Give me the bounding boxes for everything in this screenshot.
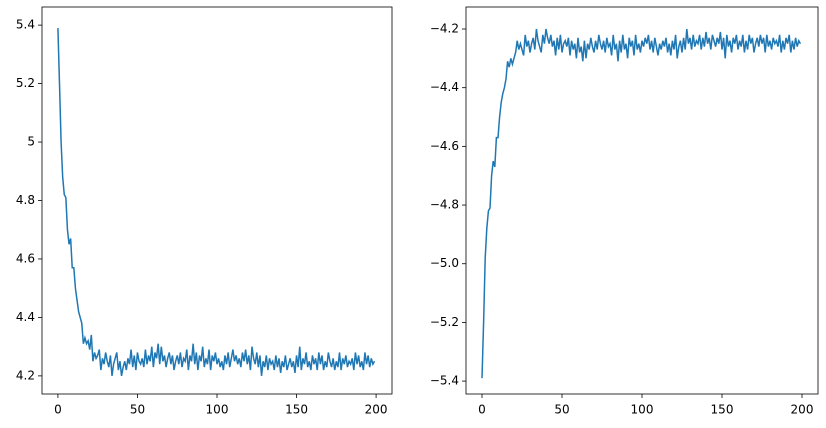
y-tick-label: −4.4 [430,80,459,94]
x-tick-label: 100 [631,403,654,417]
series-line [57,28,376,377]
series-line [481,28,802,379]
y-tick-label: 4.8 [16,193,35,207]
x-tick-label: 0 [54,403,62,417]
axes-frame [41,6,393,395]
x-tick-label: 50 [130,403,145,417]
x-tick-label: 100 [206,403,229,417]
y-tick-label: 4.2 [16,368,35,382]
y-tick-label: 4.6 [16,251,35,265]
y-tick-label: 5 [27,135,35,149]
x-tick-label: 150 [711,403,734,417]
y-tick-label: −4.8 [430,198,459,212]
y-tick-label: −5.4 [430,374,459,388]
y-tick-label: 5.2 [16,76,35,90]
x-tick-label: 200 [791,403,814,417]
y-tick-label: −4.2 [430,22,459,36]
axes-frame [465,6,819,395]
x-tick-label: 150 [285,403,308,417]
y-tick-label: −5.0 [430,256,459,270]
x-tick-label: 50 [554,403,569,417]
x-tick-label: 200 [365,403,388,417]
y-tick-label: −4.6 [430,139,459,153]
x-tick-label: 0 [478,403,486,417]
y-tick-label: 4.4 [16,310,35,324]
y-tick-label: 5.4 [16,18,35,32]
y-tick-label: −5.2 [430,315,459,329]
